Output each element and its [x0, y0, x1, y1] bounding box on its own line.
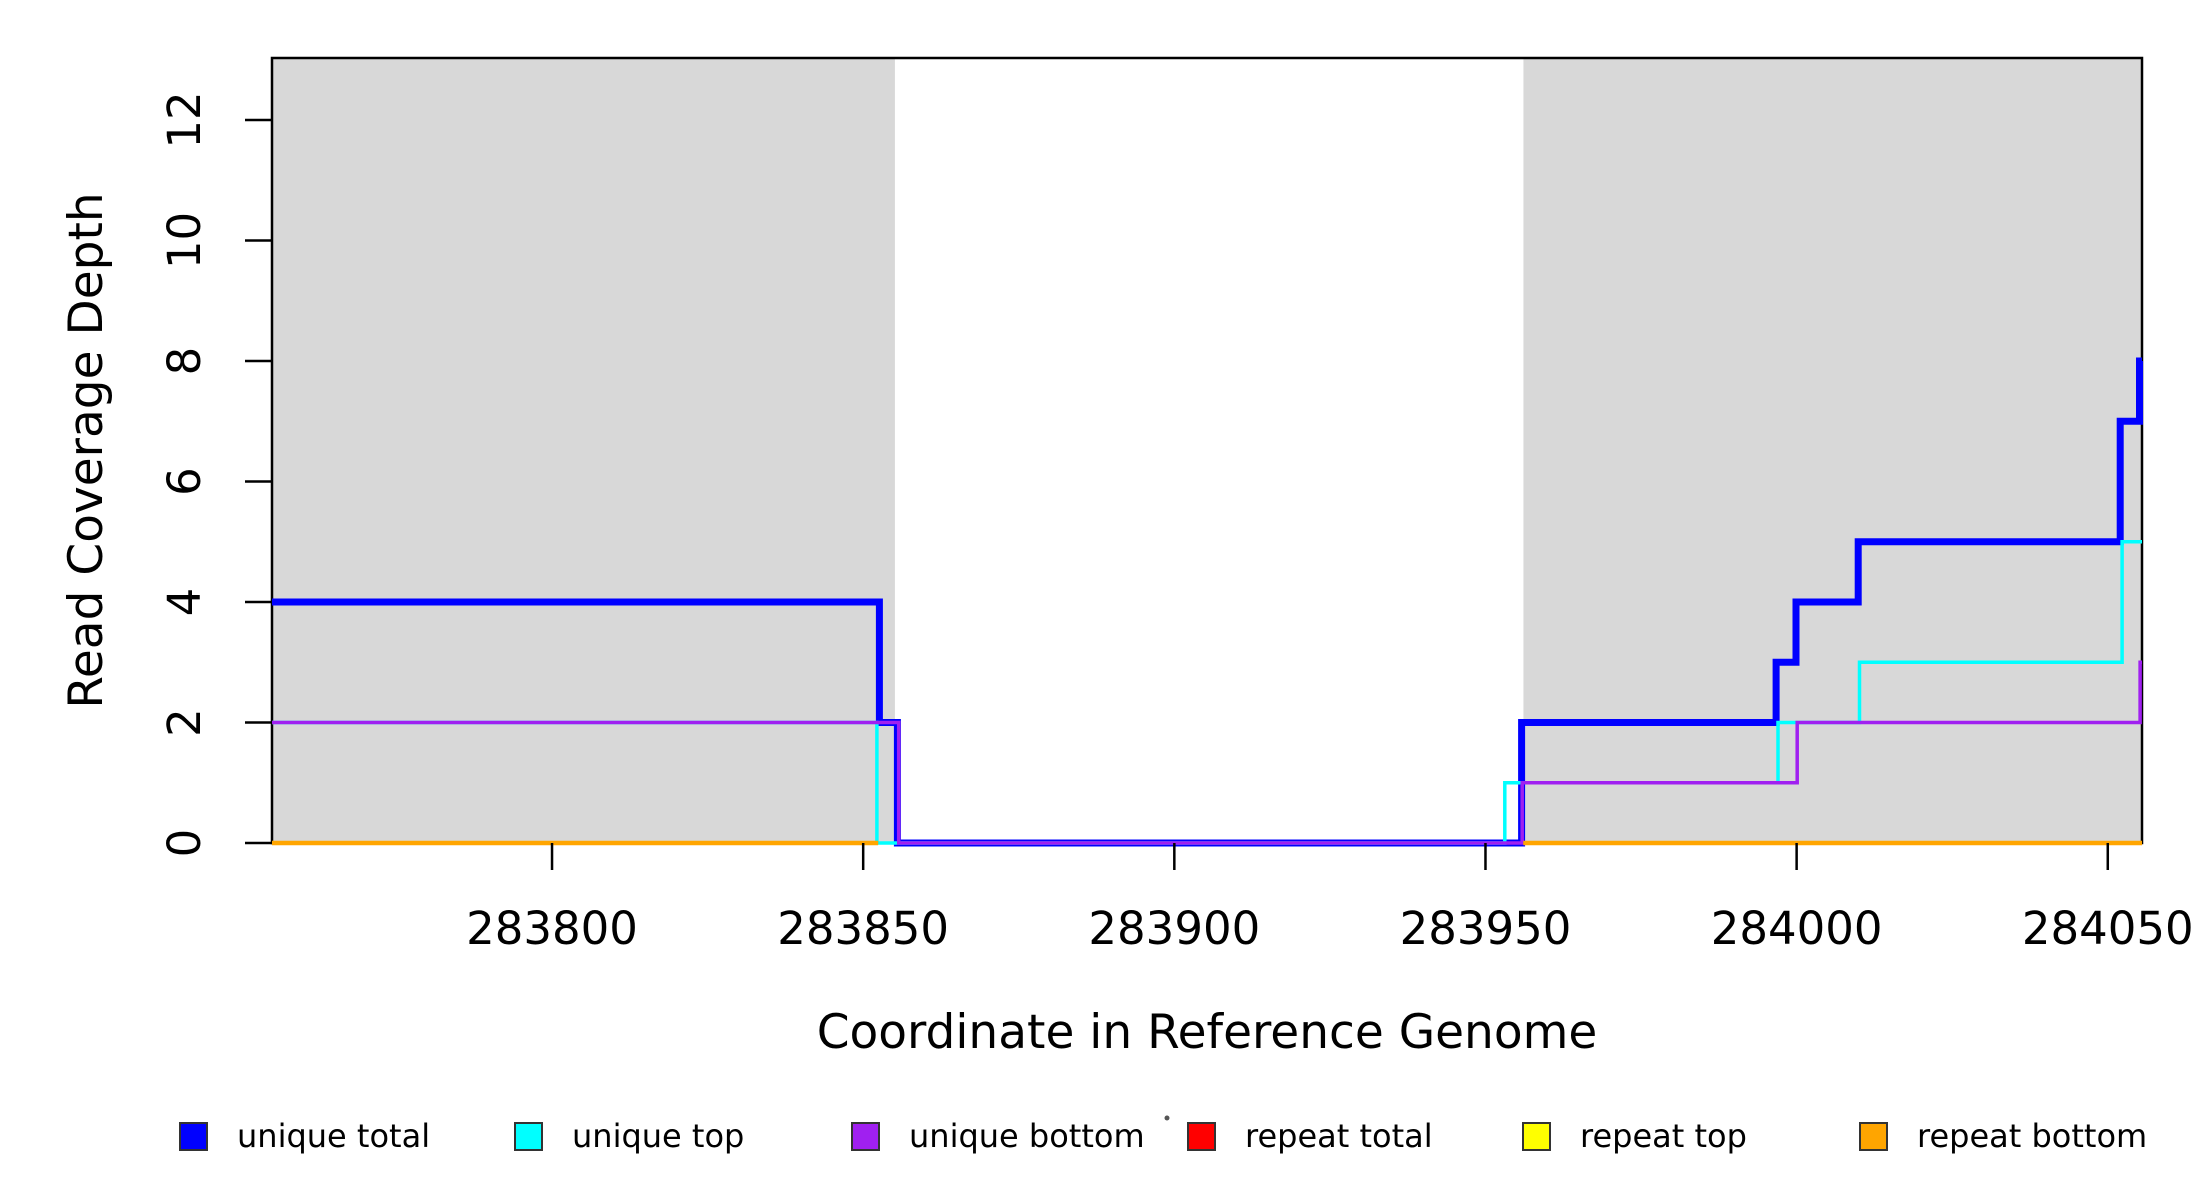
y-axis-title: Read Coverage Depth: [59, 192, 114, 708]
y-tick-label: 0: [158, 829, 211, 858]
legend: unique total unique top unique bottom repea…: [179, 1115, 2147, 1155]
legend-swatch-repeat-total: [1187, 1122, 1216, 1151]
x-tick-label: 283850: [777, 902, 949, 955]
series-lines: [272, 357, 2143, 847]
x-tick-label: 283900: [1088, 902, 1260, 955]
legend-swatch-repeat-bottom: [1859, 1122, 1888, 1151]
legend-swatch-unique-total: [179, 1122, 208, 1151]
x-tick-labels: 283800 283850 283900 283950 284000 284050: [466, 902, 2194, 955]
legend-swatch-unique-bottom: [851, 1122, 880, 1151]
x-tick-label: 283950: [1400, 902, 1572, 955]
legend-label: repeat bottom: [1917, 1117, 2147, 1155]
y-tick-label: 4: [158, 588, 211, 617]
x-tick-label: 283800: [466, 902, 638, 955]
legend-label: repeat top: [1580, 1117, 1747, 1155]
legend-swatch-repeat-top: [1522, 1122, 1551, 1151]
legend-swatch-unique-top: [514, 1122, 543, 1151]
repeat-region: [272, 58, 895, 843]
y-axis-ticks: [245, 118, 272, 845]
y-tick-label: 10: [158, 212, 211, 269]
legend-label: unique total: [237, 1117, 430, 1155]
x-tick-label: 284050: [2022, 902, 2194, 955]
y-tick-label: 12: [158, 91, 211, 148]
series-line-unique-top: [272, 540, 2142, 845]
y-tick-labels: 0 2 4 6 8 10 12: [158, 91, 211, 857]
y-tick-label: 8: [158, 347, 211, 376]
series-line-unique-bottom: [272, 660, 2142, 845]
x-tick-label: 284000: [1711, 902, 1883, 955]
stray-dot: [1164, 1115, 1170, 1121]
repeat-region-shading: [272, 58, 2142, 843]
x-axis-ticks: [550, 843, 2110, 870]
x-axis-title: Coordinate in Reference Genome: [817, 1005, 1598, 1060]
legend-label: repeat total: [1245, 1117, 1433, 1155]
repeat-region: [1523, 58, 2142, 843]
legend-label: unique bottom: [909, 1117, 1145, 1155]
y-tick-label: 6: [158, 467, 211, 496]
legend-label: unique top: [572, 1117, 744, 1155]
y-tick-label: 2: [158, 708, 211, 737]
